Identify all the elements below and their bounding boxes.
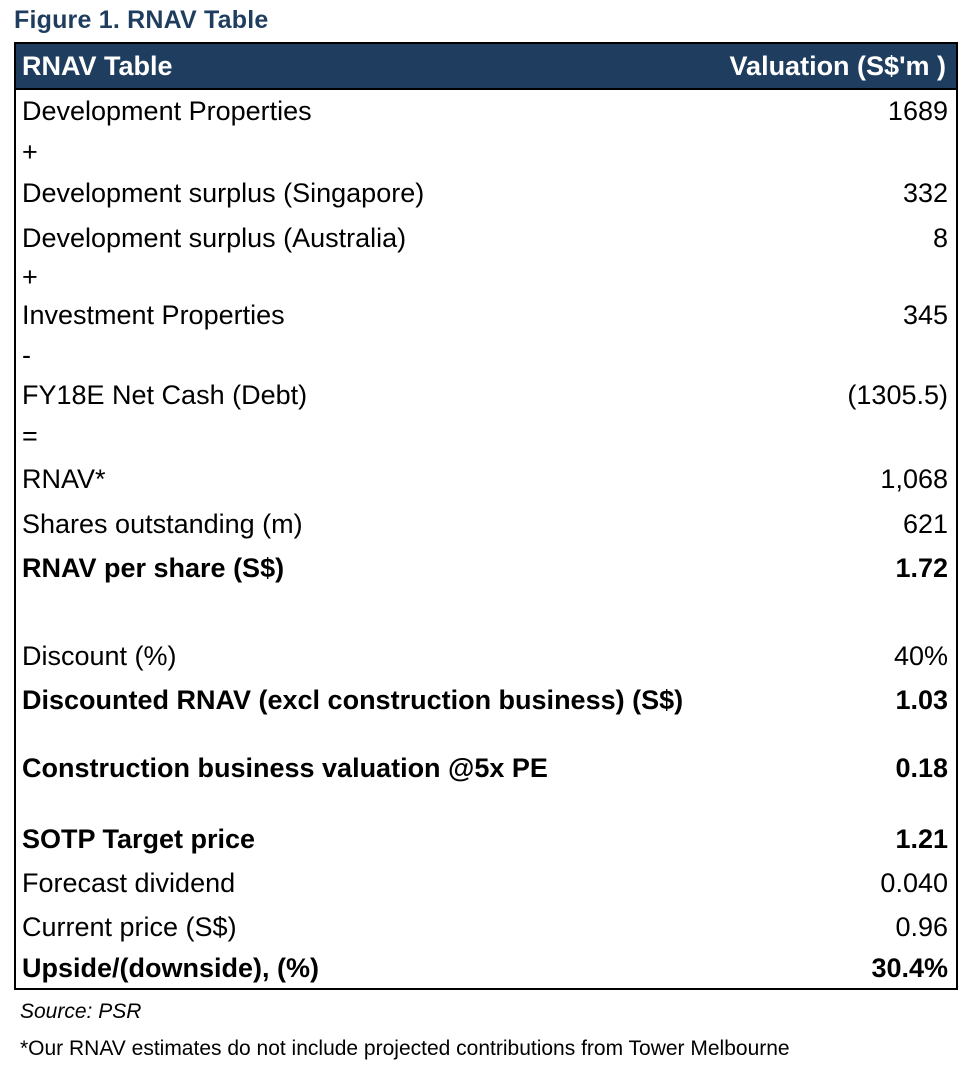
row-label: RNAV per share (S$) — [22, 553, 285, 583]
row-value: 0.18 — [895, 753, 948, 783]
row-value: 40% — [893, 641, 948, 671]
row-value: 332 — [902, 178, 948, 208]
table-row: FY18E Net Cash (Debt) (1305.5) — [16, 376, 956, 416]
operator-symbol: + — [22, 262, 38, 292]
row-label: Discounted RNAV (excl construction busin… — [22, 685, 684, 715]
figure-title: Figure 1. RNAV Table — [14, 6, 269, 34]
row-label: Discount (%) — [22, 641, 177, 671]
row-value: 0.96 — [895, 912, 948, 942]
table-row: Development surplus (Australia) 8 — [16, 219, 956, 259]
row-label: RNAV* — [22, 464, 106, 494]
operator-row: + — [16, 137, 956, 171]
table-row-bold: Construction business valuation @5x PE 0… — [16, 749, 956, 789]
footnote: *Our RNAV estimates do not include proje… — [20, 1037, 790, 1060]
table-row: RNAV* 1,068 — [16, 460, 956, 500]
table-row: Investment Properties 345 — [16, 296, 956, 336]
row-value: 1.21 — [895, 824, 948, 854]
row-value: 30.4% — [871, 953, 948, 983]
header-valuation-label: Valuation (S$'m ) — [729, 51, 946, 81]
row-label: Construction business valuation @5x PE — [22, 753, 548, 783]
table-row: Discount (%) 40% — [16, 637, 956, 677]
table-row: Shares outstanding (m) 621 — [16, 505, 956, 545]
row-value: 0.040 — [880, 868, 948, 898]
table-row-bold: SOTP Target price 1.21 — [16, 820, 956, 860]
operator-row: + — [16, 262, 956, 296]
row-value: 1689 — [887, 96, 948, 126]
header-label: RNAV Table — [22, 51, 173, 81]
table-header: RNAV Table Valuation (S$'m ) — [16, 44, 956, 90]
operator-symbol: - — [22, 340, 31, 370]
row-value: 621 — [902, 509, 948, 539]
operator-symbol: = — [22, 421, 38, 451]
row-value: (1305.5) — [847, 380, 948, 410]
row-label: Investment Properties — [22, 300, 285, 330]
row-value: 8 — [932, 223, 948, 253]
row-label: FY18E Net Cash (Debt) — [22, 380, 308, 410]
row-value: 1.03 — [895, 685, 948, 715]
row-label: SOTP Target price — [22, 824, 256, 854]
row-value: 1.72 — [895, 553, 948, 583]
row-label: Shares outstanding (m) — [22, 509, 303, 539]
table-row: Current price (S$) 0.96 — [16, 908, 956, 948]
table-row-bold: Discounted RNAV (excl construction busin… — [16, 681, 956, 721]
row-value: 1,068 — [880, 464, 948, 494]
table-row-bold: Upside/(downside), (%) 30.4% — [16, 949, 956, 989]
row-label: Current price (S$) — [22, 912, 237, 942]
table-row: Forecast dividend 0.040 — [16, 864, 956, 904]
table-row: Development surplus (Singapore) 332 — [16, 174, 956, 214]
operator-row: = — [16, 421, 956, 455]
row-value: 345 — [902, 300, 948, 330]
row-label: Development Properties — [22, 96, 312, 126]
row-label: Development surplus (Australia) — [22, 223, 407, 253]
source-note: Source: PSR — [20, 1000, 142, 1023]
table-row: Development Properties 1689 — [16, 92, 956, 132]
rnav-table: RNAV Table Valuation (S$'m ) Development… — [14, 42, 958, 990]
table-row-bold: RNAV per share (S$) 1.72 — [16, 549, 956, 589]
row-label: Development surplus (Singapore) — [22, 178, 425, 208]
operator-row: - — [16, 340, 956, 374]
operator-symbol: + — [22, 137, 38, 167]
row-label: Forecast dividend — [22, 868, 236, 898]
row-label: Upside/(downside), (%) — [22, 953, 319, 983]
